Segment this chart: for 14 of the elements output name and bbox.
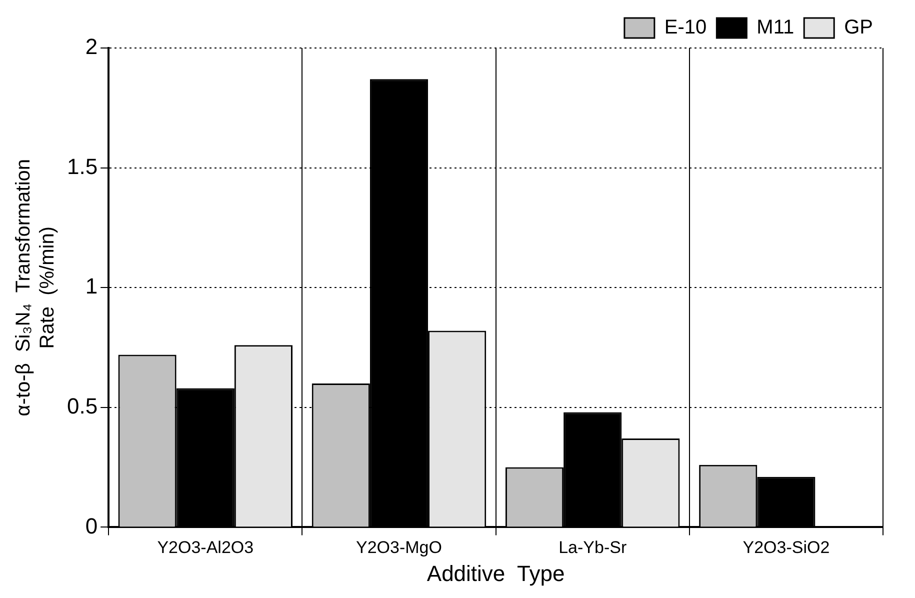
legend-label: E-10 (664, 16, 707, 39)
y-tick-label: 2 (85, 34, 98, 60)
y-tick-label: 1 (85, 274, 98, 299)
y-tick-label: 1.5 (66, 154, 98, 179)
legend-label: GP (844, 16, 874, 39)
x-tick-label: Y2O3-SiO2 (742, 538, 830, 558)
x-tick-label: La-Yb-Sr (558, 538, 627, 558)
x-tick-label: Y2O3-MgO (356, 538, 442, 558)
y-axis-title: α-to-β Si₃N₄ Transformation Rate (%/min) (12, 158, 59, 416)
legend-label: M11 (756, 16, 794, 39)
x-axis-title: Additive Type (426, 560, 565, 586)
x-tick-label: Y2O3-Al2O3 (157, 538, 254, 558)
y-tick-label: 0.5 (66, 393, 98, 418)
y-tick-label: 0 (85, 513, 98, 538)
